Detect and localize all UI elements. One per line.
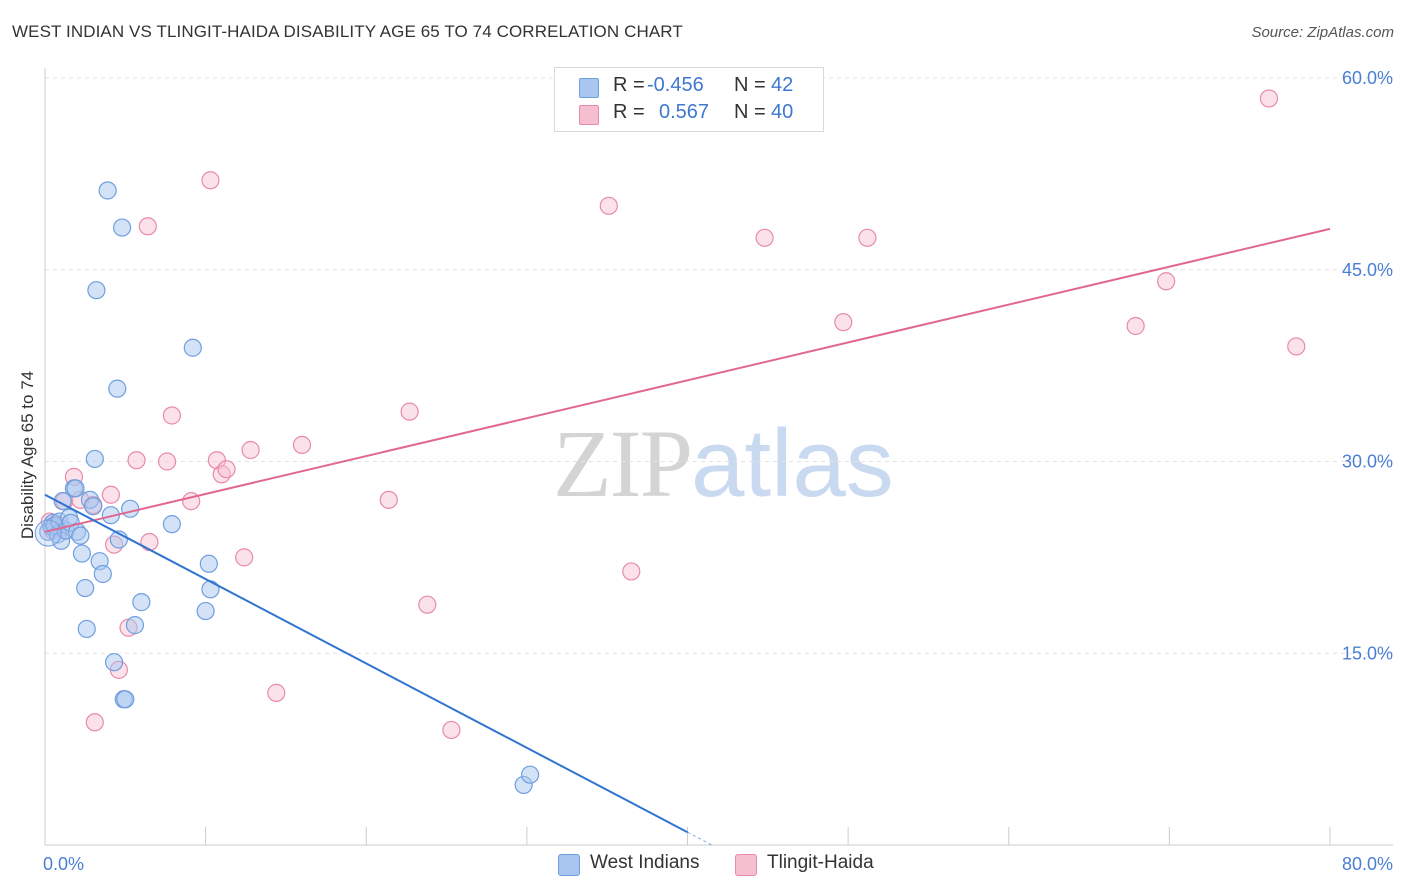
bottom-legend-swatch-pink: [735, 854, 757, 876]
legend-r-value: 0.567: [659, 101, 710, 123]
tlingit-haida-point: [858, 228, 877, 247]
trend-lines: [44, 227, 1331, 846]
west-indians-point: [520, 765, 540, 784]
west-indians-point: [71, 526, 90, 545]
tlingit-haida-point: [127, 451, 146, 470]
y-tick-label: 60.0%: [1342, 68, 1393, 88]
tlingit-haida-point: [101, 485, 120, 504]
tlingit-haida-point: [162, 406, 181, 425]
west-indians-trend-extension: [687, 831, 712, 846]
gridlines: [45, 77, 1393, 654]
legend-r-label: R =: [613, 74, 645, 96]
tlingit-haida-point: [212, 465, 231, 484]
west-indians-point: [112, 218, 132, 237]
legend-n-label: N =: [734, 101, 766, 123]
west-indians-point: [199, 554, 218, 573]
tlingit-haida-point: [157, 452, 177, 471]
west-indians-point: [125, 616, 145, 635]
tlingit-haida-point: [1157, 272, 1176, 291]
watermark: ZIPatlas: [553, 408, 894, 519]
bottom-legend-swatch-blue: [558, 854, 580, 876]
tlingit-haida-point: [140, 532, 159, 552]
west-indians-trend-line: [44, 493, 688, 834]
west-indians-point: [77, 619, 96, 639]
tlingit-haida-point: [1287, 337, 1306, 356]
x-tick-label-min: 0.0%: [43, 854, 84, 874]
tlingit-haida-point: [599, 196, 618, 215]
tlingit-haida-points: [40, 89, 1306, 740]
tlingit-haida-point: [1259, 89, 1279, 108]
legend-row-tlingit-haida: R = 0.567 N = 40: [555, 101, 823, 129]
west-indians-point: [98, 181, 117, 200]
tlingit-haida-point: [400, 402, 419, 421]
tlingit-haida-point: [834, 313, 853, 332]
west-indians-point: [76, 578, 95, 598]
west-indians-point: [196, 601, 215, 621]
west-indians-point: [104, 653, 124, 672]
west-indians-point: [87, 281, 106, 300]
legend-n-label: N =: [734, 74, 766, 96]
bottom-legend-label: Tlingit-Haida: [767, 852, 874, 873]
watermark-zip: ZIP: [553, 410, 693, 517]
west-indians-point: [84, 497, 103, 516]
west-indians-points: [34, 181, 540, 795]
legend-row-west-indians: R = -0.456 N = 42: [555, 74, 823, 102]
y-tick-label: 15.0%: [1342, 643, 1393, 663]
tlingit-haida-point: [755, 228, 774, 247]
tlingit-haida-point: [292, 435, 312, 454]
legend-r-label: R =: [613, 101, 645, 123]
tlingit-haida-trend-line: [44, 227, 1331, 533]
tlingit-haida-point: [379, 490, 398, 509]
west-indians-point: [85, 449, 104, 469]
legend-swatch-pink: [579, 105, 599, 125]
tlingit-haida-point: [1126, 316, 1145, 336]
west-indians-point: [121, 499, 140, 518]
legend-n-value: 42: [771, 74, 794, 96]
legend-n-value: 40: [771, 101, 794, 123]
west-indians-point: [108, 379, 127, 398]
y-tick-label: 45.0%: [1342, 260, 1393, 280]
tlingit-haida-point: [201, 171, 220, 190]
source-label: Source: ZipAtlas.com: [1251, 24, 1394, 41]
west-indians-cluster: [34, 519, 62, 547]
tlingit-haida-point: [418, 595, 437, 614]
y-axis-label: Disability Age 65 to 74: [18, 371, 37, 539]
west-indians-point: [72, 544, 92, 563]
west-indians-point: [201, 580, 220, 599]
tlingit-haida-point: [235, 548, 254, 567]
tlingit-haida-point: [138, 217, 157, 236]
tlingit-haida-point: [241, 440, 260, 460]
axes: [44, 68, 1393, 846]
tlingit-haida-point: [217, 460, 236, 479]
legend-r-value: -0.456: [647, 74, 704, 96]
west-indians-point: [116, 690, 135, 709]
y-tick-label: 30.0%: [1342, 452, 1393, 472]
west-indians-point: [183, 338, 202, 357]
tlingit-haida-point: [442, 720, 461, 740]
west-indians-point: [93, 564, 112, 584]
tick-labels: 15.0% 30.0% 45.0% 60.0% 0.0% 80.0%: [43, 68, 1393, 874]
west-indians-point: [162, 515, 181, 534]
bottom-legend-label: West Indians: [590, 852, 700, 873]
west-indians-point: [66, 479, 85, 498]
stats-legend: R = -0.456 N = 42 R = 0.567 N = 40: [554, 67, 824, 132]
x-tick-label-max: 80.0%: [1342, 854, 1393, 874]
tlingit-haida-point: [267, 683, 286, 702]
watermark-atlas: atlas: [691, 410, 894, 517]
tlingit-haida-point: [85, 713, 104, 732]
tlingit-haida-point: [622, 562, 641, 581]
legend-swatch-blue: [579, 78, 599, 98]
west-indians-point: [132, 593, 151, 612]
chart-title: WEST INDIAN VS TLINGIT-HAIDA DISABILITY …: [12, 22, 683, 41]
